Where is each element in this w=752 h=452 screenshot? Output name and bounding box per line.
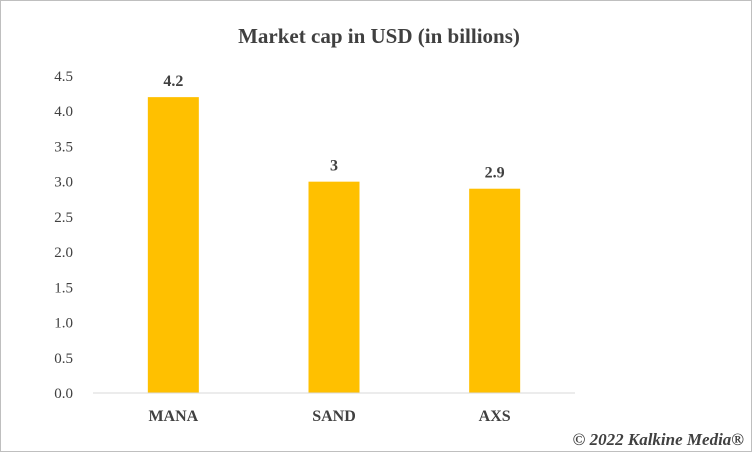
y-tick-label: 4.5: [54, 69, 73, 85]
x-tick-label: SAND: [312, 408, 356, 425]
y-tick-label: 2.5: [54, 210, 73, 226]
y-tick-label: 3.0: [54, 175, 73, 191]
y-tick-label: 1.0: [54, 316, 73, 332]
y-tick-label: 3.5: [54, 139, 73, 155]
y-tick-label: 2.0: [54, 245, 73, 261]
bars-group: [147, 97, 521, 393]
chart-title: Market cap in USD (in billions): [238, 24, 520, 48]
x-axis: MANA SAND AXS: [148, 408, 510, 425]
data-label: 2.9: [485, 165, 505, 182]
y-tick-label: 1.5: [54, 280, 73, 296]
y-tick-label: 0.0: [54, 386, 73, 402]
x-tick-label: AXS: [479, 408, 511, 425]
y-axis: 0.0 0.5 1.0 1.5 2.0 2.5 3.0 3.5 4.0 4.5: [54, 69, 73, 402]
bar-axs: [469, 188, 521, 393]
x-tick-label: MANA: [148, 408, 198, 425]
bar-sand: [308, 181, 360, 393]
data-label: 4.2: [163, 73, 183, 90]
copyright-watermark: © 2022 Kalkine Media®: [573, 430, 745, 449]
data-label: 3: [330, 158, 338, 175]
y-tick-label: 4.0: [54, 104, 73, 120]
data-labels: 4.2 3 2.9: [163, 73, 504, 182]
bar-mana: [147, 97, 199, 393]
y-tick-label: 0.5: [54, 351, 73, 367]
